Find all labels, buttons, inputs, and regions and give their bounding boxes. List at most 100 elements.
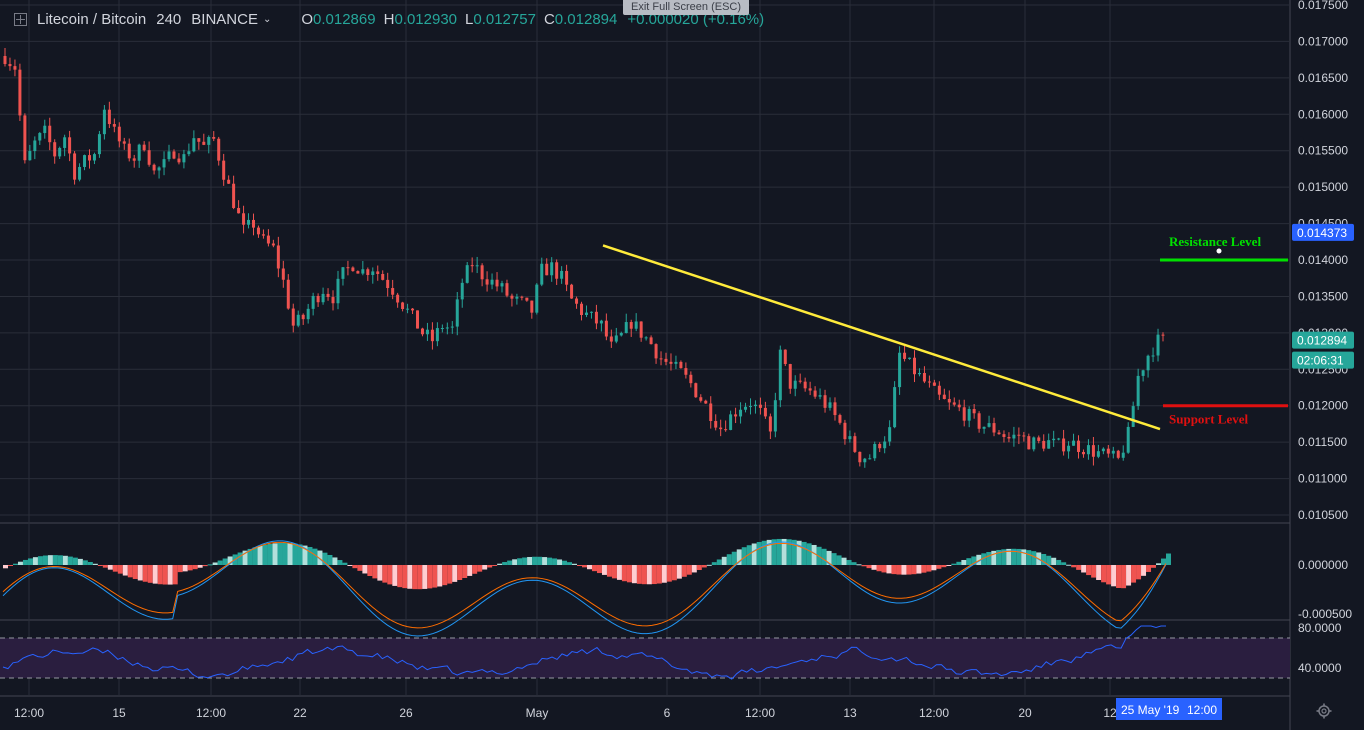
candle-body [525, 297, 529, 301]
candle-body [823, 395, 827, 408]
macd-bar [911, 565, 917, 575]
x-tick-label: 26 [399, 706, 413, 720]
macd-bar [826, 550, 832, 565]
candle-body [1161, 334, 1165, 336]
interval-label[interactable]: 240 [156, 10, 182, 28]
macd-bar [57, 555, 63, 565]
candle-body [813, 390, 817, 397]
macd-bar [87, 561, 93, 565]
exchange-label[interactable]: BINANCE [191, 10, 258, 28]
macd-bar [1146, 565, 1152, 572]
candle-body [1121, 452, 1125, 458]
macd-tick-label: -0.000500 [1298, 607, 1352, 621]
macd-bar [92, 563, 98, 565]
candle-body [843, 422, 847, 440]
candle-body [808, 388, 812, 391]
candle-body [251, 219, 255, 228]
macd-bar [72, 557, 78, 565]
candle-body [1086, 445, 1090, 455]
macd-bar [1041, 553, 1047, 565]
candle-body [903, 352, 907, 359]
macd-bar [277, 542, 283, 565]
candle-body [78, 166, 82, 180]
candle-body [391, 288, 395, 295]
macd-bar [971, 556, 977, 565]
candle-body [619, 332, 623, 336]
symbol-name[interactable]: Litecoin / Bitcoin [37, 10, 147, 28]
candle-body [455, 299, 459, 327]
candle-body [1057, 438, 1061, 440]
exit-fullscreen-button[interactable]: Exit Full Screen (ESC) [623, 0, 749, 15]
macd-bar [207, 564, 213, 566]
macd-bar [582, 565, 587, 568]
macd-bar [472, 565, 478, 574]
macd-bar [1051, 557, 1057, 565]
macd-bar [1071, 565, 1077, 568]
candle-body [550, 262, 554, 276]
candle-body [773, 400, 777, 432]
macd-bar [606, 565, 612, 577]
candle-body [247, 219, 251, 225]
candle-body [465, 265, 469, 283]
candle-body [614, 335, 618, 342]
candle-body [913, 357, 917, 375]
macd-bar [132, 565, 138, 579]
candle-body [18, 69, 22, 116]
macd-bar [257, 545, 263, 565]
macd-bar [522, 557, 528, 565]
candle-body [883, 441, 887, 449]
macd-bar [691, 565, 697, 573]
macd-bar [342, 562, 348, 565]
macd-bar [267, 543, 273, 565]
rsi-band [0, 638, 1290, 678]
chevron-down-icon[interactable]: ⌄ [262, 13, 272, 25]
candle-body [629, 322, 633, 329]
macd-bar [482, 565, 488, 570]
candle-body [545, 263, 549, 276]
macd-bar [492, 565, 498, 566]
candle-body [87, 155, 91, 161]
macd-bar [427, 565, 433, 589]
macd-bar [107, 565, 113, 570]
macd-bar [981, 553, 987, 565]
macd-bar [886, 565, 892, 574]
compare-plus-icon[interactable] [14, 12, 27, 26]
macd-bar [242, 550, 248, 565]
candle-body [908, 357, 912, 359]
candle-body [92, 154, 96, 161]
macd-bar [217, 560, 223, 565]
candle-body [316, 295, 320, 303]
macd-bar [182, 565, 188, 572]
candle-body [1067, 445, 1071, 452]
macd-bar [197, 565, 203, 568]
candle-body [187, 151, 191, 155]
macd-bar [357, 565, 363, 571]
macd-bar [507, 560, 513, 565]
macd-bar [1021, 549, 1027, 565]
macd-bar [102, 565, 108, 568]
gear-icon[interactable] [1316, 703, 1332, 719]
macd-bar [1011, 548, 1017, 565]
macd-bar [596, 565, 602, 574]
macd-bar [172, 565, 178, 585]
macd-bar [811, 544, 817, 565]
candle-body [609, 336, 613, 342]
candle-body [520, 296, 524, 298]
candle-body [356, 271, 360, 274]
macd-bar [367, 565, 373, 576]
macd-bar [122, 565, 128, 576]
macd-bar [1151, 565, 1157, 568]
macd-bar [1136, 565, 1142, 580]
close-value: 0.012894 [554, 10, 618, 28]
candle-body [1042, 440, 1046, 449]
macd-bar [616, 565, 622, 580]
candle-body [142, 144, 146, 151]
candle-body [336, 278, 340, 304]
candle-body [828, 402, 832, 408]
candle-body [425, 329, 429, 335]
macd-bar [1166, 553, 1171, 565]
macd-bar [347, 565, 353, 566]
candle-body [778, 349, 782, 401]
macd-bar [317, 550, 323, 565]
